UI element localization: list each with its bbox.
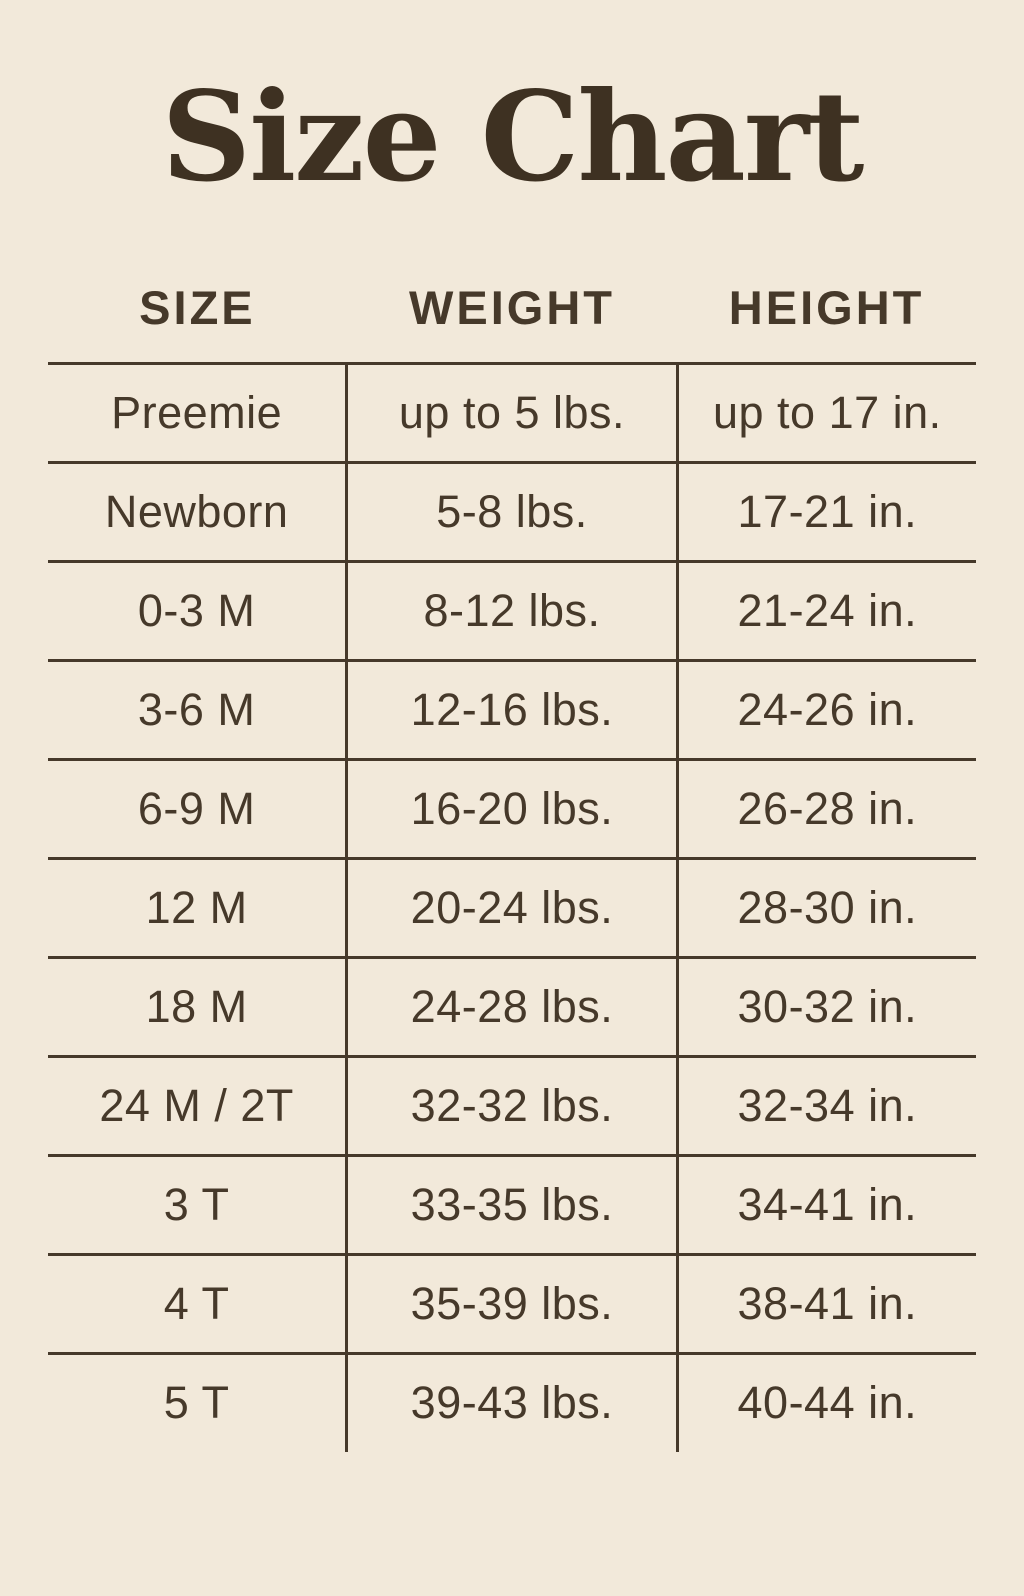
table-row: 18 M 24-28 lbs. 30-32 in. <box>48 957 976 1056</box>
table-row: 24 M / 2T 32-32 lbs. 32-34 in. <box>48 1056 976 1155</box>
size-cell: 6-9 M <box>48 759 349 858</box>
table-row: 6-9 M 16-20 lbs. 26-28 in. <box>48 759 976 858</box>
table-row: 0-3 M 8-12 lbs. 21-24 in. <box>48 561 976 660</box>
size-cell: 4 T <box>48 1254 349 1353</box>
table-row: 5 T 39-43 lbs. 40-44 in. <box>48 1353 976 1452</box>
column-header-height: HEIGHT <box>728 281 925 335</box>
weight-cell: 24-28 lbs. <box>346 957 679 1056</box>
size-chart-table: SIZE WEIGHT HEIGHT Preemie up to 5 lbs. … <box>48 215 976 1452</box>
size-cell: 5 T <box>48 1353 349 1452</box>
size-cell: 12 M <box>48 858 349 957</box>
header-row: SIZE WEIGHT HEIGHT <box>48 215 976 363</box>
size-cell: 3-6 M <box>48 660 349 759</box>
table-row: 3 T 33-35 lbs. 34-41 in. <box>48 1155 976 1254</box>
weight-cell: 35-39 lbs. <box>346 1254 679 1353</box>
size-cell: 0-3 M <box>48 561 349 660</box>
height-cell: 17-21 in. <box>737 485 918 537</box>
weight-cell: 16-20 lbs. <box>346 759 679 858</box>
page-title: Size Chart <box>161 65 865 210</box>
column-header-weight: WEIGHT <box>409 281 615 335</box>
height-cell: 28-30 in. <box>737 881 918 933</box>
table-row: 3-6 M 12-16 lbs. 24-26 in. <box>48 660 976 759</box>
height-cell: 40-44 in. <box>737 1377 918 1429</box>
height-cell: 26-28 in. <box>737 782 918 834</box>
weight-cell: 8-12 lbs. <box>346 561 679 660</box>
height-cell: 24-26 in. <box>737 683 918 735</box>
table-row: 12 M 20-24 lbs. 28-30 in. <box>48 858 976 957</box>
table-row: Preemie up to 5 lbs. up to 17 in. <box>48 363 976 462</box>
weight-cell: 32-32 lbs. <box>346 1056 679 1155</box>
weight-cell: 12-16 lbs. <box>346 660 679 759</box>
weight-cell: 5-8 lbs. <box>346 462 679 561</box>
weight-cell: 20-24 lbs. <box>346 858 679 957</box>
size-cell: 3 T <box>48 1155 349 1254</box>
size-cell: Preemie <box>48 363 349 462</box>
height-cell: 30-32 in. <box>737 980 918 1032</box>
height-cell: up to 17 in. <box>713 386 942 438</box>
height-cell: 32-34 in. <box>737 1079 918 1131</box>
height-cell: 21-24 in. <box>737 584 918 636</box>
table-row: 4 T 35-39 lbs. 38-41 in. <box>48 1254 976 1353</box>
size-cell: Newborn <box>48 462 349 561</box>
weight-cell: up to 5 lbs. <box>346 363 679 462</box>
table-row: Newborn 5-8 lbs. 17-21 in. <box>48 462 976 561</box>
height-cell: 34-41 in. <box>737 1178 918 1230</box>
weight-cell: 33-35 lbs. <box>346 1155 679 1254</box>
size-cell: 18 M <box>48 957 349 1056</box>
height-cell: 38-41 in. <box>737 1277 918 1329</box>
weight-cell: 39-43 lbs. <box>346 1353 679 1452</box>
column-header-size: SIZE <box>139 281 256 335</box>
size-cell: 24 M / 2T <box>48 1056 349 1155</box>
